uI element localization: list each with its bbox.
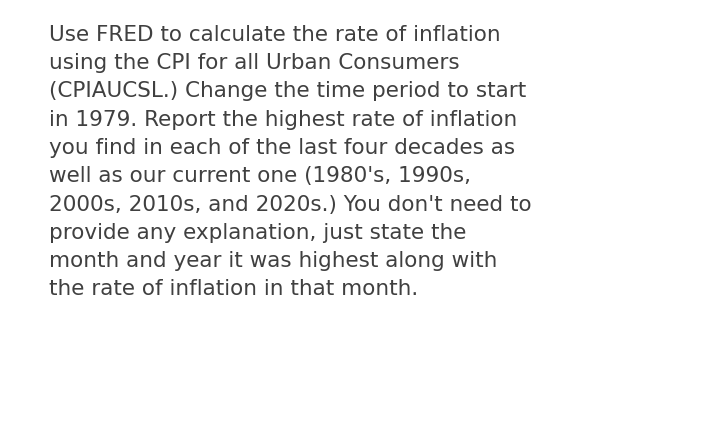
Text: Use FRED to calculate the rate of inflation
using the CPI for all Urban Consumer: Use FRED to calculate the rate of inflat… bbox=[49, 25, 531, 299]
